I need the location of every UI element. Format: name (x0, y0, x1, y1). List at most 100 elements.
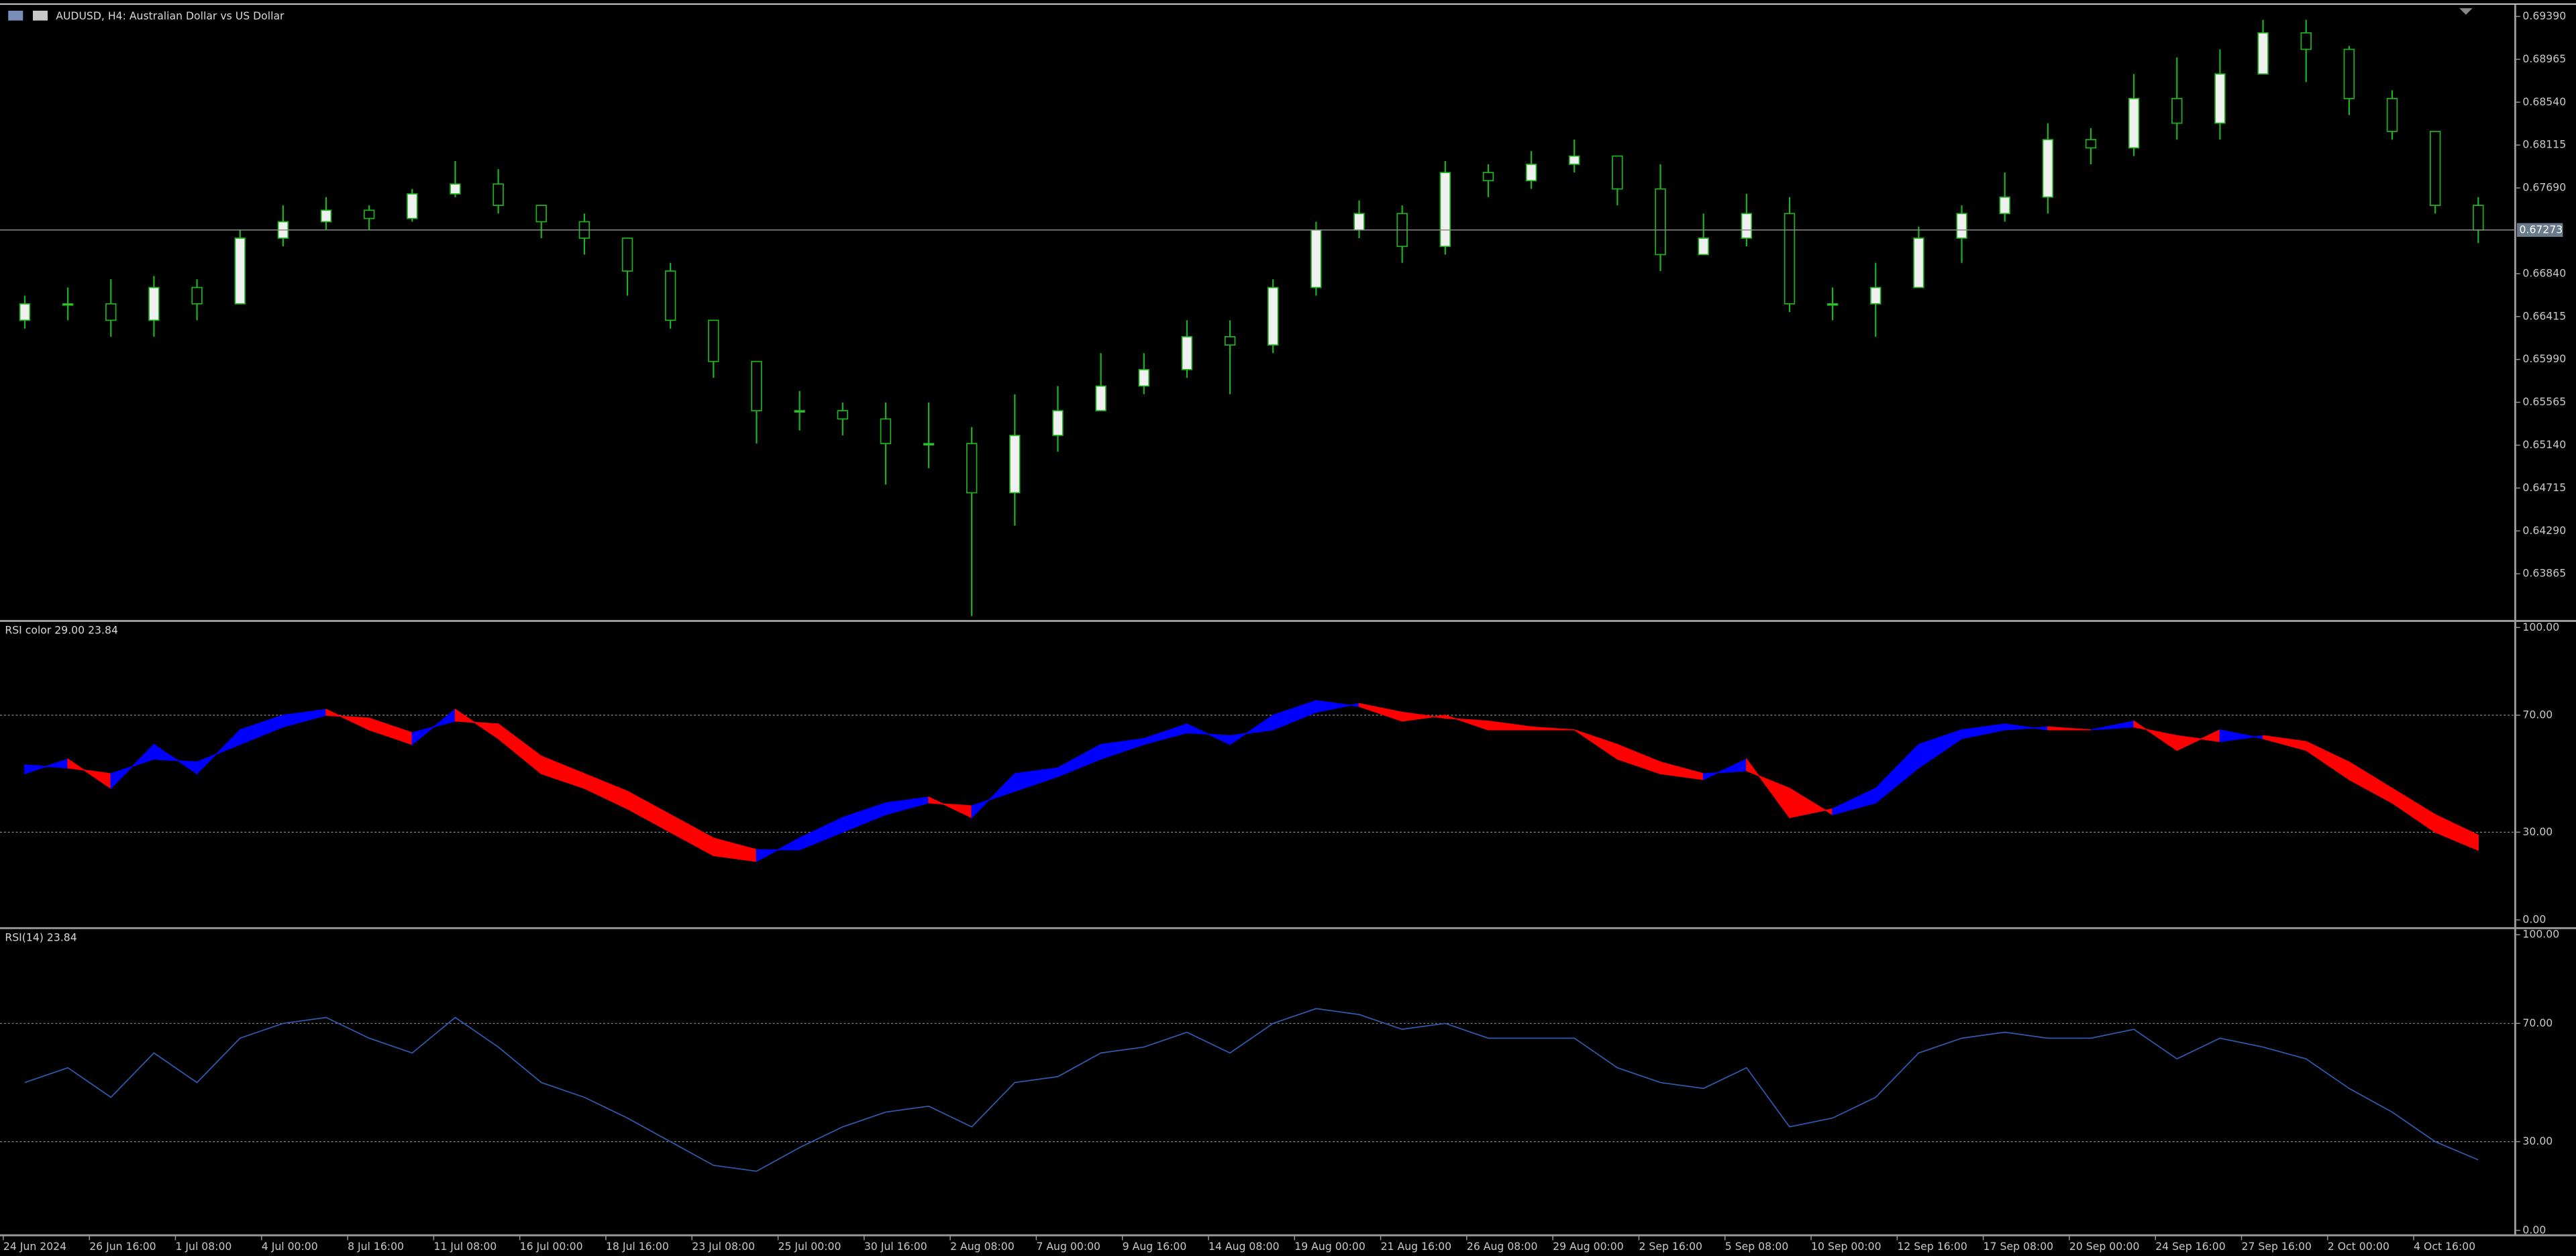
chart-icon (32, 10, 48, 21)
x-tick-label: 18 Jul 16:00 (606, 1240, 669, 1253)
y-tick-label: 0.00 (2522, 913, 2546, 926)
candle-body (1439, 172, 1451, 248)
candle-body (363, 209, 375, 219)
y-tick-label: 0.66415 (2522, 309, 2566, 322)
y-tick-label: 0.64715 (2522, 481, 2566, 494)
candle-body (1913, 238, 1924, 289)
x-tick-label: 26 Jun 16:00 (89, 1240, 156, 1253)
candle-body (1482, 172, 1494, 182)
candle-body (1612, 155, 1623, 190)
y-tick-label: 30.00 (2522, 825, 2553, 838)
y-tick-label: 0.68115 (2522, 138, 2566, 151)
candle-body (1784, 213, 1796, 305)
candle-body (880, 418, 892, 444)
candle-body (450, 183, 461, 195)
y-tick-label: 0.65140 (2522, 438, 2566, 451)
x-tick-label: 10 Sep 00:00 (1811, 1240, 1882, 1253)
candle-body (1138, 369, 1149, 387)
y-tick-label: 0.68965 (2522, 52, 2566, 65)
candle-body (708, 319, 719, 362)
candle-body (320, 209, 332, 223)
candle-body (2386, 98, 2398, 132)
y-tick-label: 0.67690 (2522, 181, 2566, 194)
x-tick-label: 12 Sep 16:00 (1897, 1240, 1967, 1253)
x-tick-label: 20 Sep 00:00 (2069, 1240, 2140, 1253)
x-tick-label: 1 Jul 08:00 (175, 1240, 231, 1253)
rsi-band-segment (2434, 814, 2479, 851)
candle-body (923, 443, 935, 446)
x-tick-label: 14 Aug 08:00 (1208, 1240, 1280, 1253)
candle-body (1181, 336, 1193, 370)
candle-body (621, 238, 633, 272)
x-tick-label: 21 Aug 16:00 (1381, 1240, 1452, 1253)
x-tick-label: 26 Aug 08:00 (1467, 1240, 1538, 1253)
y-tick-label: 0.65990 (2522, 352, 2566, 365)
candle-body (2300, 32, 2312, 50)
x-tick-label: 2 Aug 08:00 (950, 1240, 1015, 1253)
candle-body (105, 303, 117, 321)
x-tick-label: 5 Sep 08:00 (1725, 1240, 1789, 1253)
x-tick-label: 4 Oct 16:00 (2414, 1240, 2475, 1253)
x-tick-label: 2 Sep 16:00 (1639, 1240, 1702, 1253)
current-price-label: 0.67273 (2520, 223, 2563, 235)
x-tick-label: 29 Aug 00:00 (1553, 1240, 1624, 1253)
candle-body (1870, 286, 1882, 305)
y-tick-label: 30.00 (2522, 1135, 2553, 1147)
candle-body (751, 360, 762, 411)
current-price-box (2516, 223, 2563, 238)
y-tick-label: 100.00 (2522, 928, 2559, 941)
candle-body (837, 410, 848, 420)
scroll-marker (2459, 8, 2473, 15)
y-tick-label: 0.66840 (2522, 266, 2566, 279)
x-tick-label: 16 Jul 00:00 (520, 1240, 583, 1253)
indicator-title: RSI color 29.00 23.84 (5, 624, 118, 637)
y-tick-label: 70.00 (2522, 1016, 2553, 1029)
x-tick-label: 27 Sep 16:00 (2242, 1240, 2312, 1253)
y-tick-label: 0.64290 (2522, 524, 2566, 537)
candle-body (1095, 385, 1106, 411)
x-tick-label: 8 Jul 16:00 (348, 1240, 404, 1253)
candle-body (2171, 98, 2183, 124)
candle-body (1224, 336, 1236, 346)
candle-body (2473, 205, 2484, 231)
candle-body (1009, 435, 1021, 494)
candle-body (1569, 155, 1580, 165)
x-tick-label: 24 Sep 16:00 (2155, 1240, 2226, 1253)
x-tick-label: 17 Sep 08:00 (1983, 1240, 2054, 1253)
candle-body (794, 410, 805, 413)
candle-body (1310, 229, 1322, 289)
candle-body (148, 286, 160, 321)
y-tick-label: 0.00 (2522, 1223, 2546, 1236)
rsi-band-segment (2047, 726, 2092, 731)
x-tick-label: 9 Aug 16:00 (1123, 1240, 1187, 1253)
candle-body (493, 183, 504, 206)
candle-body (1999, 196, 2010, 215)
x-tick-label: 23 Jul 08:00 (692, 1240, 755, 1253)
symbol-title: AUDUSD, H4: Australian Dollar vs US Doll… (56, 9, 285, 22)
candle-body (1353, 213, 1365, 231)
candle-body (966, 443, 978, 494)
x-tick-label: 2 Oct 00:00 (2328, 1240, 2389, 1253)
y-tick-label: 100.00 (2522, 621, 2559, 633)
candle-body (234, 238, 246, 305)
candle-body (1826, 303, 1839, 306)
x-tick-label: 11 Jul 08:00 (433, 1240, 497, 1253)
candle-body (19, 303, 31, 321)
candle-body (191, 286, 203, 305)
candle-body (1956, 213, 1967, 239)
candle-body (2128, 98, 2140, 149)
x-tick-label: 24 Jun 2024 (3, 1240, 66, 1253)
rsi-line (24, 1008, 2479, 1172)
y-tick-label: 70.00 (2522, 709, 2553, 721)
candle-body (2429, 131, 2441, 206)
x-tick-label: 7 Aug 00:00 (1036, 1240, 1100, 1253)
candle-body (1052, 410, 1064, 436)
candle-body (2214, 73, 2226, 124)
x-tick-label: 19 Aug 00:00 (1294, 1240, 1366, 1253)
candle-body (664, 270, 676, 321)
candle-body (1268, 286, 1279, 346)
candle-body (2343, 48, 2355, 99)
y-tick-label: 0.65565 (2522, 395, 2566, 408)
